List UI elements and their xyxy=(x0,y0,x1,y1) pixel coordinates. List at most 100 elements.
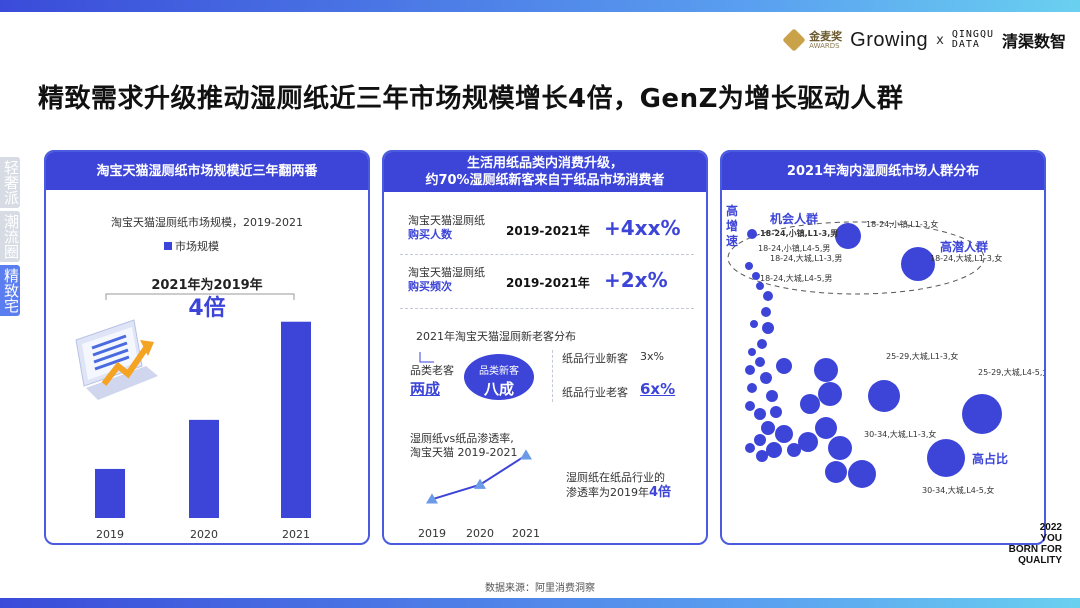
market-size-bar-chart: 2019 2020 2021 xyxy=(75,293,311,541)
frequency-period: 2019-2021年 xyxy=(506,276,590,290)
penetration-note-line-2: 渗透率为2019年 xyxy=(566,486,649,499)
penetration-point xyxy=(426,493,438,504)
bubble-note: 18-24,小镇,L4-5,男 xyxy=(758,244,831,253)
buyers-label-line-2: 购买人数 xyxy=(408,228,452,241)
bubble-note: 30-34,大城,L4-5,女 xyxy=(922,486,995,495)
tab-chaoliu[interactable]: 潮流圈 xyxy=(0,211,20,262)
row-divider xyxy=(400,254,694,255)
frequency-label-line-2: 购买频次 xyxy=(408,280,452,293)
logo-separator: x xyxy=(936,32,944,48)
paper-old-customer-value: 6x% xyxy=(640,380,676,398)
row-divider xyxy=(400,308,694,309)
callout-value: 4倍 xyxy=(188,296,226,321)
brand-logo-text: 清渠数智 xyxy=(1001,32,1066,51)
corner-tag-line: QUALITY xyxy=(1018,555,1062,566)
penetration-note: 湿厕纸在纸品行业的 渗透率为2019年4倍 xyxy=(566,470,671,500)
bubble xyxy=(752,272,760,280)
bubble xyxy=(747,229,757,239)
penetration-chart-label: 湿厕纸vs纸品渗透率, 淘宝天猫 2019-2021 xyxy=(410,432,517,460)
bubble xyxy=(754,408,766,420)
frequency-growth-value: +2x% xyxy=(604,268,668,292)
high-growth-axis-label: 高增速 xyxy=(726,204,739,248)
bubble xyxy=(835,223,861,249)
market-size-card-header: 淘宝天猫湿厕纸市场规模近三年翻两番 xyxy=(46,152,368,190)
bubble xyxy=(762,322,774,334)
category-old-customer-label: 品类老客 xyxy=(410,364,454,377)
corner-tag-line: 2022 xyxy=(1039,522,1062,533)
callout-bracket xyxy=(105,293,295,300)
bubble xyxy=(798,432,818,452)
page-title: 精致需求升级推动湿厕纸近三年市场规模增长4倍，GenZ为增长驱动人群 xyxy=(38,84,904,114)
buyers-growth-value: +4xx% xyxy=(604,216,681,240)
potential-group-label: 高潜人群 xyxy=(940,240,989,254)
bubble xyxy=(901,247,935,281)
bubble xyxy=(757,339,767,349)
frequency-label-line-1: 淘宝天猫湿厕纸 xyxy=(408,266,485,279)
gold-award-icon xyxy=(782,28,806,52)
bubble xyxy=(848,460,876,488)
penetration-label-line-2: 淘宝天猫 2019-2021 xyxy=(410,446,518,459)
corner-tag-line: BORN FOR xyxy=(1008,544,1062,555)
bubble-note: 18-24,大城,L4-5,男 xyxy=(760,274,833,283)
x-tick-label: 2021 xyxy=(512,527,540,540)
corner-tag-line: YOU xyxy=(1040,533,1062,544)
legend-swatch xyxy=(164,242,172,250)
category-old-customer-value: 两成 xyxy=(410,380,441,398)
top-gradient-bar xyxy=(0,0,1080,12)
bubble-note: 18-24,小镇,L1-3,男 xyxy=(760,229,839,238)
paper-old-customer-label: 纸品行业老客 xyxy=(562,386,628,399)
bar-2021 xyxy=(281,321,311,518)
high-share-group-label: 高占比 xyxy=(972,452,1009,466)
bubble xyxy=(755,357,765,367)
bubble xyxy=(868,380,900,412)
bubble xyxy=(761,421,775,435)
bar-2020 xyxy=(189,419,219,518)
frequency-row-label: 淘宝天猫湿厕纸 购买频次 xyxy=(408,266,485,294)
x-tick-label: 2021 xyxy=(282,528,310,541)
consumption-upgrade-card: 生活用纸品类内消费升级， 约70%湿厕纸新客来自于纸品市场消费者 淘宝天猫湿厕纸… xyxy=(382,150,708,545)
bubble xyxy=(814,358,838,382)
qingqu-line-1: QINGQU xyxy=(951,29,994,40)
bubble xyxy=(787,443,801,457)
bubble-note: 18-24,小镇,L1-3,女 xyxy=(866,220,939,229)
bubble xyxy=(775,425,793,443)
bottom-gradient-bar xyxy=(0,598,1080,608)
header-logos: 金麦奖 AWARDS Growing x QINGQU DATA 清渠数智 xyxy=(782,22,1066,58)
x-tick-label: 2019 xyxy=(96,528,124,541)
bubble xyxy=(825,461,847,483)
bubble xyxy=(756,450,768,462)
penetration-note-line-1: 湿厕纸在纸品行业的 xyxy=(566,471,665,484)
bubble xyxy=(760,372,772,384)
penetration-line xyxy=(431,454,527,501)
bubble xyxy=(770,406,782,418)
bubble xyxy=(745,401,755,411)
bubble xyxy=(745,365,755,375)
bubble xyxy=(962,394,1002,434)
bubble xyxy=(756,282,764,290)
bubble xyxy=(766,442,782,458)
bubble xyxy=(745,262,753,270)
connector-line xyxy=(419,352,434,363)
qingqu-line-2: DATA xyxy=(951,39,980,50)
bubble xyxy=(818,382,842,406)
data-source-note: 数据来源：阿里消费洞察 xyxy=(485,583,595,594)
x-tick-label: 2020 xyxy=(190,528,218,541)
side-tabs: 轻奢派 潮流圈 精致宅 xyxy=(0,157,20,319)
bubble xyxy=(776,358,792,374)
tab-qingshe[interactable]: 轻奢派 xyxy=(0,157,20,208)
gold-award-logo: 金麦奖 AWARDS xyxy=(782,28,843,52)
bubble xyxy=(761,307,771,317)
monitor-growth-illustration xyxy=(75,319,158,400)
bubble xyxy=(748,348,756,356)
header-line-1: 生活用纸品类内消费升级， xyxy=(466,156,623,171)
bubble xyxy=(763,291,773,301)
buyers-row-label: 淘宝天猫湿厕纸 购买人数 xyxy=(408,214,485,242)
legend-label: 市场规模 xyxy=(175,240,219,253)
gold-award-name: 金麦奖 xyxy=(809,29,843,43)
penetration-note-value: 4倍 xyxy=(649,485,672,500)
penetration-point xyxy=(520,449,532,460)
bubble xyxy=(800,394,820,414)
buyers-label-line-1: 淘宝天猫湿厕纸 xyxy=(408,214,485,227)
tab-jingzhi[interactable]: 精致宅 xyxy=(0,265,20,316)
x-tick-label: 2019 xyxy=(418,527,446,540)
